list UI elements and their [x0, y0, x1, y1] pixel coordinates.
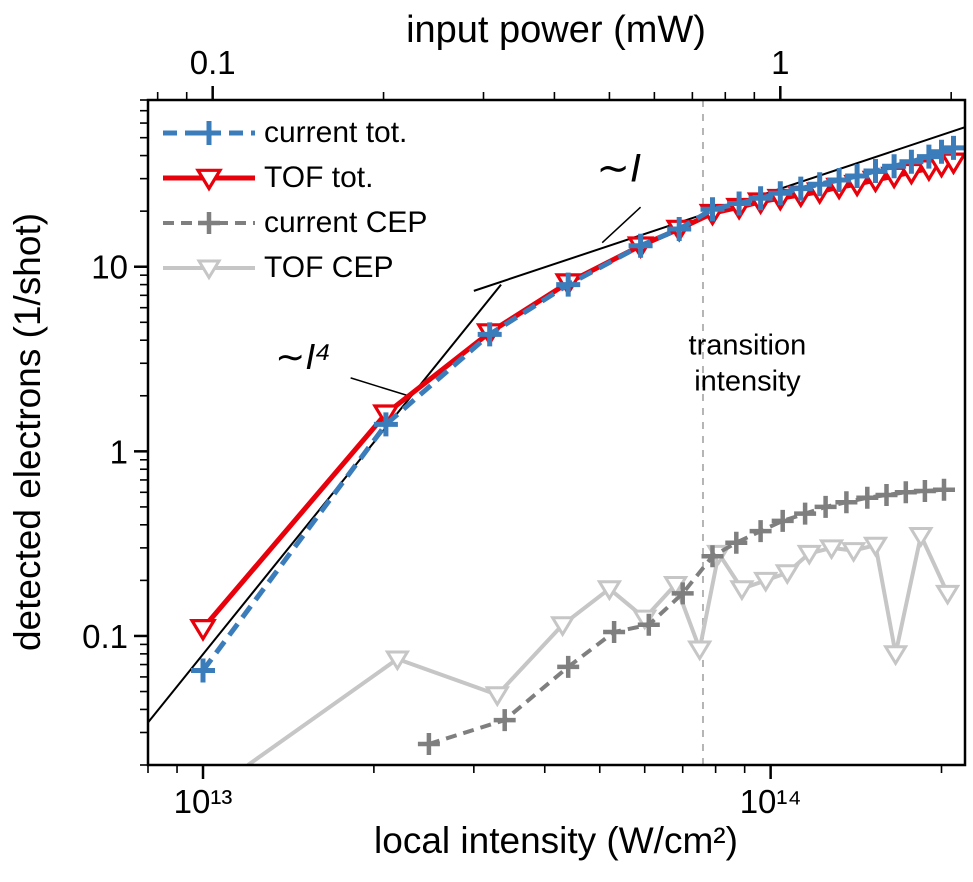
plus-marker: [929, 139, 954, 164]
plus-marker: [899, 149, 924, 174]
x-tick-label: 10¹³: [174, 783, 233, 820]
triangle-down-marker: [195, 168, 223, 192]
slope-4-label: ∼I⁴: [275, 336, 331, 377]
plus-marker: [827, 168, 852, 192]
plus-marker: [725, 531, 748, 554]
plus-marker: [863, 159, 888, 183]
triangle-down-marker: [908, 527, 934, 548]
triangle-down-marker: [384, 650, 411, 672]
plus-marker: [373, 412, 398, 437]
legend: current tot. TOF tot. current CEP TOF CE…: [160, 110, 427, 290]
triangle-down-marker: [774, 564, 800, 586]
plus-marker: [701, 545, 724, 568]
series-line-current-cep: [428, 487, 945, 746]
series-current-cep: [417, 478, 955, 755]
plus-marker: [933, 478, 955, 501]
plus-marker: [417, 733, 440, 755]
plus-marker: [894, 481, 917, 504]
triangle-down-marker: [189, 618, 217, 642]
legend-item-current-cep: current CEP: [160, 200, 427, 245]
plus-marker: [477, 322, 502, 347]
legend-item-current-tot: current tot.: [160, 110, 427, 155]
triangle-down-marker: [818, 539, 845, 561]
triangle-down-marker: [596, 580, 623, 602]
legend-label-tof-cep: TOF CEP: [264, 250, 394, 284]
top-tick-label: 0.1: [190, 44, 236, 81]
series-current-tot: [191, 135, 965, 683]
triangle-down-marker: [196, 259, 222, 280]
slope-1-label: ∼I: [596, 146, 641, 190]
plus-marker: [557, 655, 580, 678]
legend-label-current-tot: current tot.: [264, 115, 408, 149]
triangle-down-marker: [549, 616, 576, 638]
triangle-down-marker: [862, 536, 889, 558]
y-axis-title: detected electrons (1/shot): [7, 213, 48, 651]
plus-marker: [191, 658, 215, 683]
top-axis-title: input power (mW): [406, 9, 706, 51]
legend-label-current-cep: current CEP: [264, 205, 428, 239]
triangle-down-marker: [687, 640, 713, 662]
plus-marker: [835, 491, 858, 514]
x-axis-title: local intensity (W/cm²): [374, 820, 738, 861]
transition-intensity-label: transition: [689, 329, 807, 361]
legend-label-tof-tot: TOF tot.: [264, 160, 374, 194]
plus-marker: [768, 181, 793, 206]
plus-marker: [807, 172, 832, 197]
plus-marker: [493, 709, 516, 732]
triangle-down-marker: [729, 580, 755, 602]
legend-sample-tof-cep: [163, 259, 255, 280]
plus-marker: [667, 217, 692, 241]
series-line-tof-cep: [246, 533, 950, 765]
plus-marker: [788, 176, 813, 201]
y-tick-label: 10: [91, 249, 128, 286]
plus-marker: [197, 120, 221, 145]
plus-marker: [794, 502, 817, 525]
plus-marker: [916, 144, 941, 169]
transition-intensity-label: intensity: [694, 365, 801, 397]
plus-marker: [749, 520, 772, 543]
plus-marker: [771, 509, 794, 532]
legend-item-tof-tot: TOF tot.: [160, 155, 427, 200]
plus-marker: [637, 613, 660, 636]
plus-marker: [748, 186, 773, 211]
plus-marker: [814, 495, 837, 518]
plus-marker: [913, 480, 936, 502]
plus-marker: [700, 197, 725, 222]
plus-marker: [941, 135, 965, 160]
legend-item-tof-cep: TOF CEP: [160, 245, 427, 290]
plus-marker: [845, 164, 870, 188]
slope-4-label-leader: [350, 377, 409, 397]
plus-marker: [603, 621, 626, 643]
series-tof-cep: [246, 527, 961, 765]
legend-sample-current-tot: [163, 120, 255, 145]
x-tick-label: 10¹⁴: [740, 783, 802, 820]
plus-marker: [875, 484, 898, 506]
triangle-down-marker: [753, 571, 779, 593]
plus-marker: [856, 486, 879, 509]
y-tick-label: 1: [110, 433, 128, 470]
plot-frame: [146, 98, 967, 767]
top-tick-label: 1: [771, 44, 789, 81]
plus-marker: [727, 191, 752, 216]
triangle-down-marker: [484, 686, 510, 708]
triangle-down-marker: [882, 645, 909, 667]
y-tick-label: 0.1: [82, 618, 128, 655]
legend-sample-tof-tot: [163, 168, 255, 192]
legend-sample-current-cep: [163, 211, 255, 234]
plus-marker: [556, 272, 581, 297]
plus-marker: [882, 154, 907, 179]
triangle-down-marker: [934, 584, 961, 606]
triangle-down-marker: [840, 542, 867, 563]
plus-marker: [671, 582, 694, 605]
plus-marker: [628, 233, 653, 258]
slope-1-label-leader: [601, 206, 642, 244]
triangle-down-marker: [796, 544, 822, 566]
plus-marker: [198, 211, 220, 234]
